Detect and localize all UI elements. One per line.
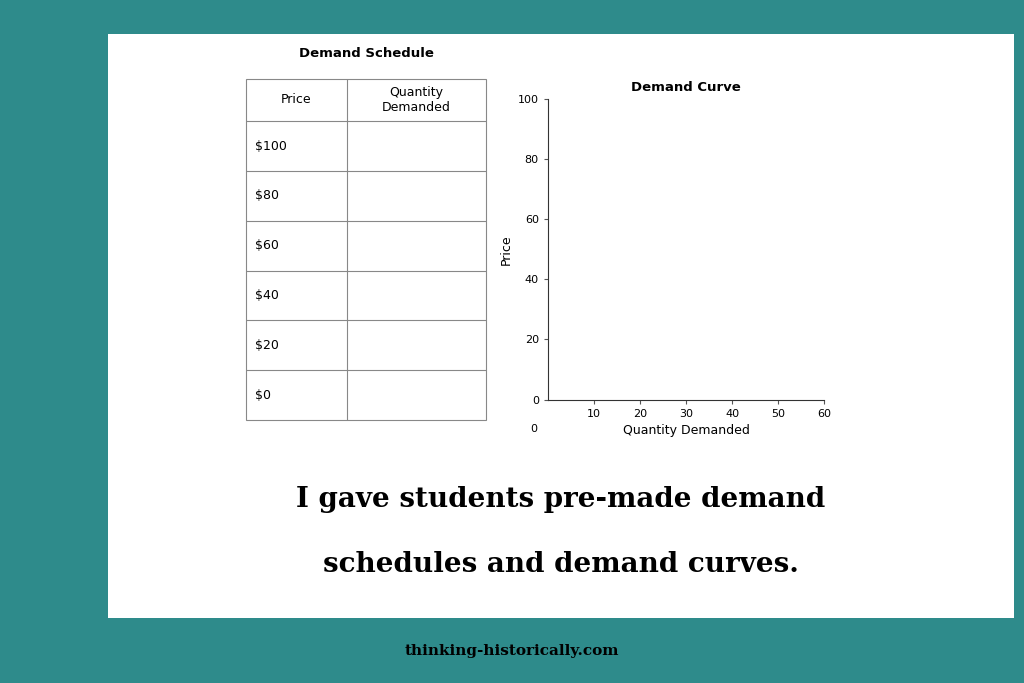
Text: $60: $60 bbox=[255, 239, 280, 252]
Text: $0: $0 bbox=[255, 389, 271, 402]
Title: Demand Curve: Demand Curve bbox=[631, 81, 741, 94]
Text: Quantity
Demanded: Quantity Demanded bbox=[382, 86, 451, 114]
Text: $100: $100 bbox=[255, 139, 288, 152]
Text: thinking-historically.com: thinking-historically.com bbox=[404, 643, 620, 658]
Y-axis label: Price: Price bbox=[500, 234, 512, 264]
Text: $40: $40 bbox=[255, 289, 280, 302]
Text: 0: 0 bbox=[530, 423, 538, 434]
Text: Demand Schedule: Demand Schedule bbox=[299, 46, 433, 60]
Text: $20: $20 bbox=[255, 339, 280, 352]
Text: $80: $80 bbox=[255, 189, 280, 202]
Text: Price: Price bbox=[281, 94, 311, 107]
Text: I gave students pre-made demand: I gave students pre-made demand bbox=[296, 486, 825, 513]
X-axis label: Quantity Demanded: Quantity Demanded bbox=[623, 424, 750, 437]
Text: schedules and demand curves.: schedules and demand curves. bbox=[323, 551, 799, 578]
